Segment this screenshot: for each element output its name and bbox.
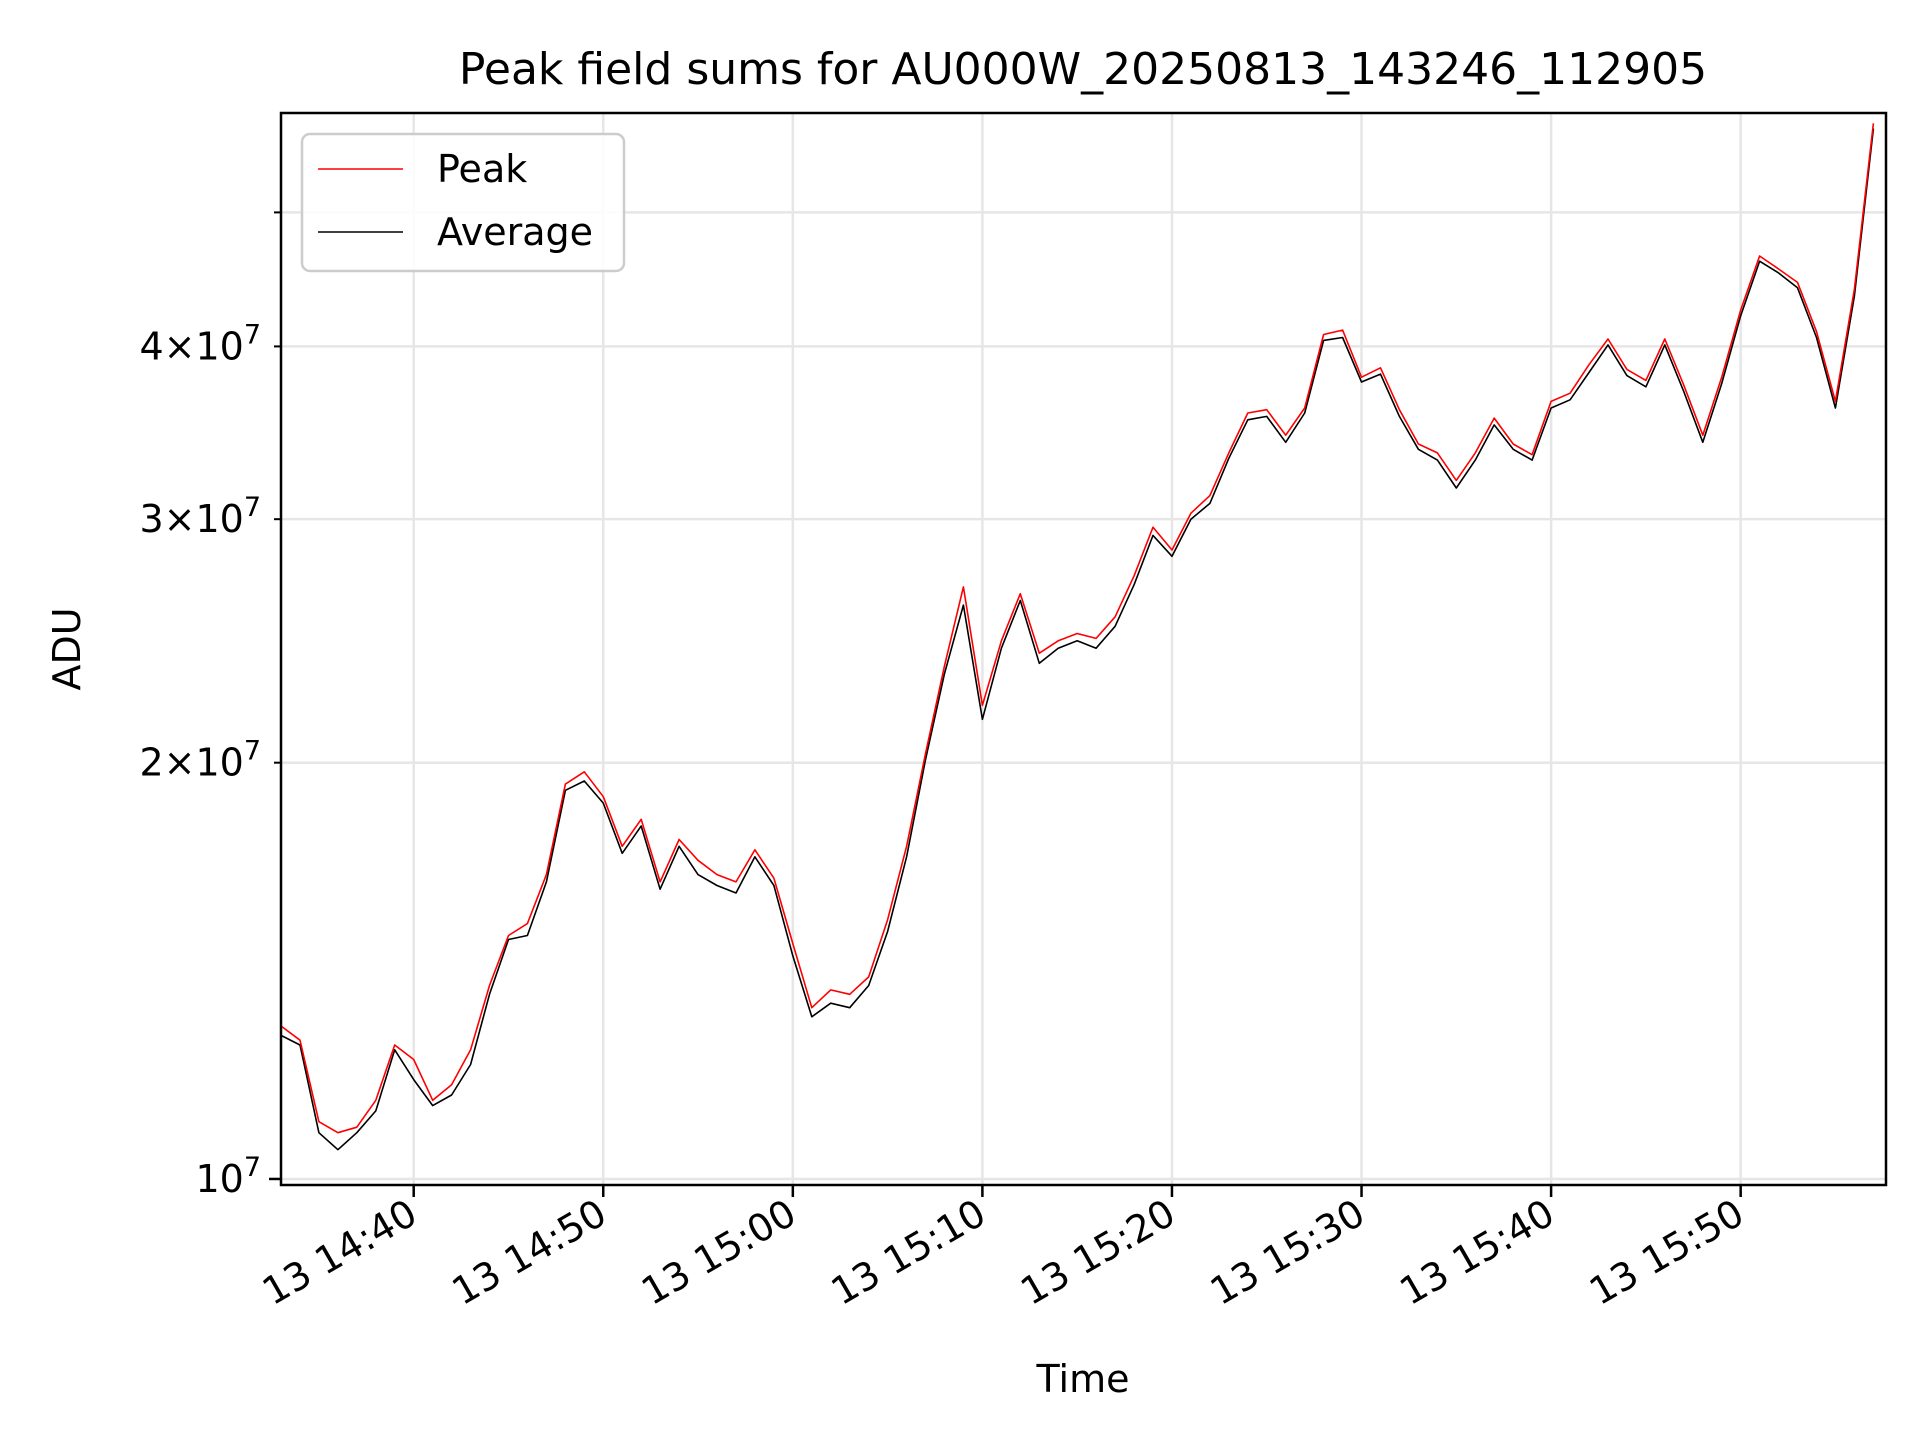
chart-title: Peak field sums for AU000W_20250813_1432… <box>459 44 1707 95</box>
legend-label-peak: Peak <box>437 147 527 191</box>
y-axis: 107 2×107 3×107 4×107 <box>139 211 281 1201</box>
series-layer <box>280 123 1875 1151</box>
y-tick-label: 3×107 <box>139 492 261 541</box>
plot-frame <box>279 111 1888 1187</box>
series-line-peak <box>280 123 1875 1134</box>
legend: Peak Average <box>300 132 626 273</box>
grid <box>281 113 1886 1185</box>
legend-label-average: Average <box>437 210 593 254</box>
y-tick-label: 4×107 <box>139 319 261 368</box>
y-axis-label: ADU <box>45 607 89 690</box>
x-axis-label: Time <box>1036 1357 1130 1401</box>
y-tick-label: 107 <box>195 1152 261 1201</box>
y-tick-label: 2×107 <box>139 736 261 785</box>
series-line-average <box>280 128 1875 1151</box>
